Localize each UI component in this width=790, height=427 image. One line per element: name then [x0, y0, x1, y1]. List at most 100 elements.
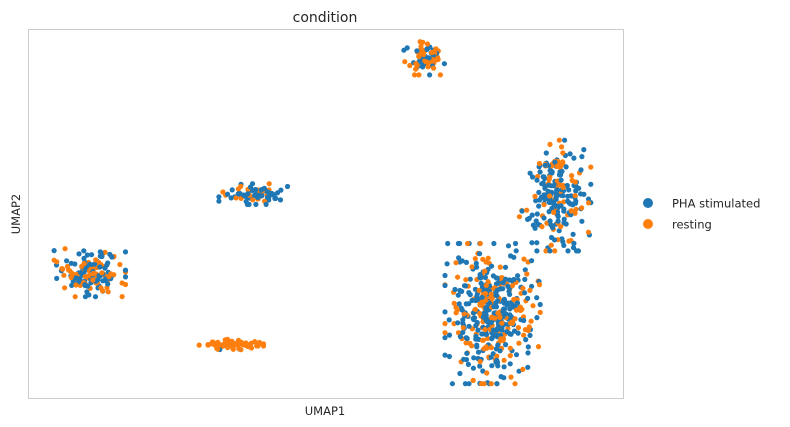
scatter-point-pha-stimulated [537, 301, 543, 308]
scatter-point-pha-stimulated [537, 197, 543, 203]
scatter-point-pha-stimulated [92, 261, 98, 267]
scatter-point-pha-stimulated [464, 350, 470, 356]
scatter-point-resting [585, 229, 592, 235]
scatter-point-pha-stimulated [548, 199, 555, 205]
scatter-point-resting [481, 346, 487, 352]
scatter-point-pha-stimulated [459, 288, 465, 294]
scatter-point-pha-stimulated [505, 243, 512, 249]
scatter-point-pha-stimulated [555, 218, 561, 224]
scatter-point-pha-stimulated [455, 240, 461, 247]
scatter-point-pha-stimulated [534, 248, 540, 254]
scatter-point-resting [66, 267, 72, 273]
scatter-point-resting [516, 340, 522, 346]
scatter-point-pha-stimulated [482, 274, 488, 281]
scatter-point-resting [434, 57, 440, 63]
scatter-point-resting [100, 288, 106, 294]
scatter-points [51, 39, 594, 387]
scatter-point-pha-stimulated [455, 292, 461, 298]
scatter-point-pha-stimulated [478, 280, 484, 286]
scatter-point-pha-stimulated [69, 282, 75, 288]
scatter-point-pha-stimulated [245, 191, 251, 197]
scatter-point-resting [442, 330, 448, 336]
scatter-point-pha-stimulated [82, 282, 88, 288]
scatter-point-resting [568, 208, 575, 214]
scatter-point-resting [508, 374, 514, 380]
scatter-point-resting [481, 381, 487, 387]
scatter-point-pha-stimulated [473, 260, 479, 266]
scatter-point-resting [93, 257, 99, 263]
scatter-point-pha-stimulated [551, 237, 558, 243]
scatter-point-pha-stimulated [494, 293, 500, 299]
scatter-point-pha-stimulated [536, 203, 542, 209]
scatter-point-resting [501, 357, 507, 363]
scatter-point-pha-stimulated [474, 319, 480, 326]
scatter-point-pha-stimulated [571, 155, 577, 161]
scatter-point-pha-stimulated [442, 352, 448, 358]
scatter-point-resting [429, 50, 435, 56]
scatter-point-resting [230, 346, 236, 352]
scatter-point-pha-stimulated [478, 274, 484, 280]
scatter-point-resting [547, 141, 553, 147]
scatter-point-pha-stimulated [442, 309, 448, 315]
y-axis-label: UMAP2 [9, 194, 23, 234]
scatter-point-pha-stimulated [542, 195, 548, 201]
scatter-point-pha-stimulated [457, 334, 463, 340]
scatter-point-resting [102, 249, 108, 255]
scatter-point-resting [476, 287, 482, 294]
scatter-point-resting [417, 39, 423, 45]
scatter-point-pha-stimulated [472, 315, 478, 321]
scatter-point-pha-stimulated [509, 304, 515, 310]
scatter-point-pha-stimulated [503, 342, 509, 348]
scatter-point-pha-stimulated [508, 331, 514, 337]
scatter-point-pha-stimulated [534, 240, 540, 246]
scatter-point-pha-stimulated [533, 198, 539, 204]
scatter-point-pha-stimulated [442, 272, 448, 279]
scatter-point-resting [528, 318, 534, 324]
scatter-point-resting [483, 282, 489, 288]
scatter-point-pha-stimulated [494, 357, 500, 363]
scatter-point-pha-stimulated [505, 283, 511, 289]
scatter-point-pha-stimulated [441, 61, 447, 67]
scatter-point-resting [482, 268, 488, 274]
scatter-point-resting [541, 202, 547, 208]
scatter-point-pha-stimulated [522, 290, 528, 296]
scatter-point-resting [62, 246, 68, 252]
scatter-point-resting [497, 264, 503, 270]
scatter-point-resting [520, 285, 526, 291]
scatter-point-resting [407, 62, 413, 69]
scatter-point-resting [266, 181, 272, 187]
scatter-point-resting [520, 366, 526, 372]
scatter-point-pha-stimulated [229, 187, 235, 193]
scatter-point-pha-stimulated [284, 183, 291, 190]
scatter-point-pha-stimulated [452, 286, 458, 293]
scatter-point-pha-stimulated [550, 225, 556, 231]
scatter-point-pha-stimulated [561, 216, 567, 222]
scatter-point-pha-stimulated [501, 364, 507, 370]
scatter-point-pha-stimulated [499, 327, 505, 333]
scatter-point-pha-stimulated [556, 228, 562, 234]
scatter-point-resting [54, 259, 60, 265]
scatter-point-pha-stimulated [497, 348, 503, 354]
scatter-point-resting [477, 310, 483, 317]
scatter-point-pha-stimulated [519, 208, 525, 214]
scatter-point-pha-stimulated [534, 315, 540, 321]
scatter-point-resting [527, 287, 533, 293]
scatter-point-pha-stimulated [474, 293, 480, 299]
scatter-point-pha-stimulated [444, 261, 450, 267]
scatter-point-pha-stimulated [426, 55, 432, 61]
legend: PHA stimulated resting [643, 197, 760, 232]
scatter-point-resting [509, 283, 516, 289]
scatter-point-pha-stimulated [561, 242, 567, 248]
scatter-point-resting [572, 193, 578, 199]
scatter-point-pha-stimulated [521, 317, 527, 324]
scatter-point-resting [488, 345, 494, 351]
scatter-point-pha-stimulated [540, 180, 546, 186]
scatter-point-resting [460, 325, 466, 331]
scatter-point-resting [442, 321, 448, 327]
scatter-point-pha-stimulated [216, 198, 222, 204]
scatter-point-resting [489, 295, 495, 301]
scatter-point-pha-stimulated [247, 184, 254, 190]
scatter-point-pha-stimulated [543, 150, 549, 156]
scatter-point-pha-stimulated [459, 258, 465, 264]
scatter-point-pha-stimulated [581, 191, 587, 197]
